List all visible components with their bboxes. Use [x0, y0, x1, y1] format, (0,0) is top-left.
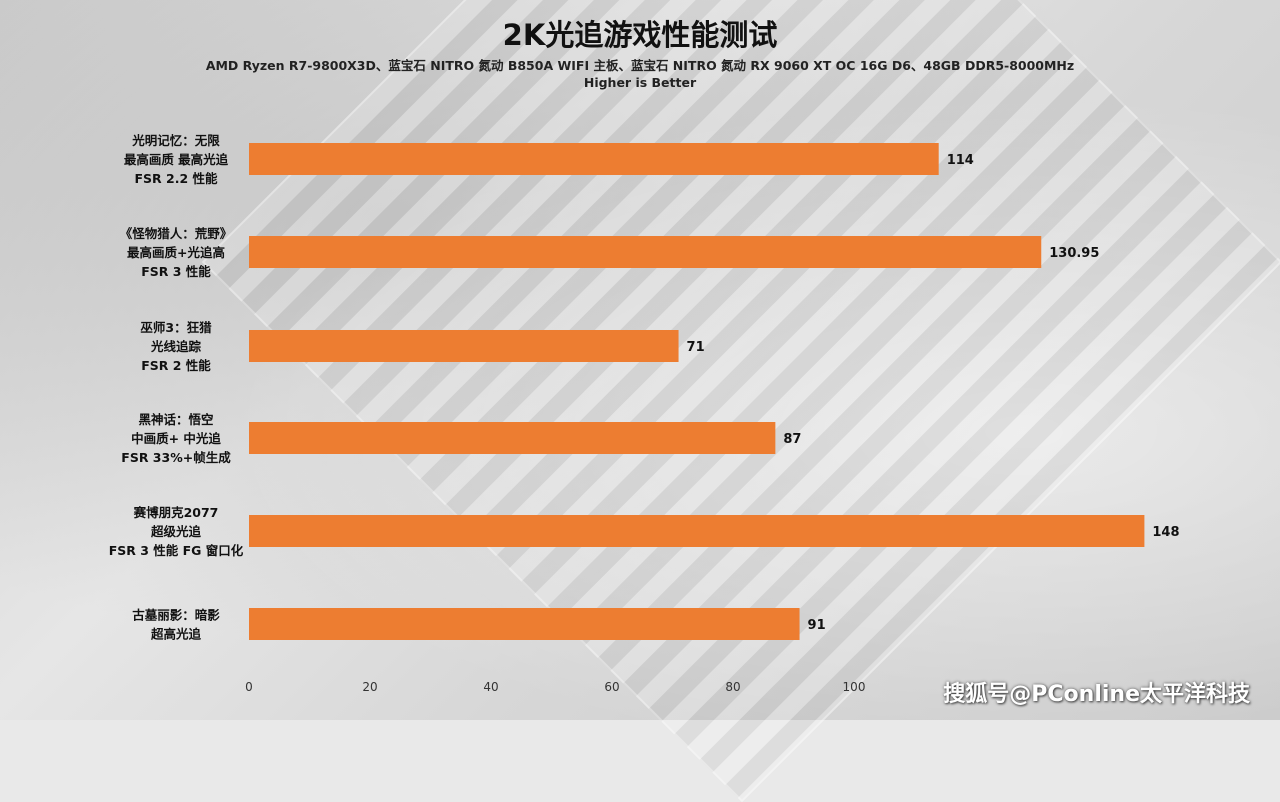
bar [249, 236, 1042, 268]
data-label: 71 [687, 340, 705, 355]
category-label: FSR 2.2 性能 [134, 171, 218, 186]
category-label: 最高画质+光追高 [127, 245, 225, 260]
bar [249, 515, 1145, 547]
category-label: FSR 33%+帧生成 [121, 450, 231, 465]
watermark: 搜狐号@PConline太平洋科技 [943, 682, 1250, 707]
category-label: 超高光追 [150, 627, 202, 642]
data-label: 91 [808, 618, 826, 633]
category-label: 最高画质 最高光追 [124, 152, 229, 167]
x-tick-label: 20 [362, 680, 377, 694]
bar [249, 608, 800, 640]
category-label: 黑神话：悟空 [138, 412, 213, 427]
bar [249, 143, 939, 175]
category-label: 中画质+ 中光追 [131, 431, 221, 446]
data-label: 148 [1152, 525, 1179, 540]
category-label: FSR 3 性能 [141, 264, 211, 279]
bar [249, 330, 679, 362]
x-tick-label: 60 [604, 680, 619, 694]
category-label: 光线追踪 [150, 339, 202, 354]
chart-note: Higher is Better [583, 75, 697, 90]
bar [249, 422, 776, 454]
data-label: 87 [783, 432, 801, 447]
category-label: 《怪物猎人：荒野》 [120, 226, 233, 241]
category-label: 古墓丽影：暗影 [132, 608, 220, 623]
category-label: FSR 3 性能 FG 窗口化 [109, 543, 244, 558]
x-tick-label: 0 [245, 680, 253, 694]
category-label: 赛博朋克2077 [133, 505, 219, 520]
data-label: 130.95 [1049, 246, 1099, 261]
category-label: FSR 2 性能 [141, 358, 211, 373]
data-label: 114 [947, 153, 974, 168]
x-tick-label: 80 [725, 680, 740, 694]
x-tick-label: 100 [843, 680, 866, 694]
category-label: 巫师3：狂猎 [140, 320, 212, 335]
category-label: 光明记忆：无限 [131, 133, 220, 148]
x-tick-label: 40 [483, 680, 498, 694]
chart-subtitle: AMD Ryzen R7-9800X3D、蓝宝石 NITRO 氮动 B850A … [205, 58, 1075, 73]
chart-title: 2K光追游戏性能测试 [502, 18, 778, 52]
category-label: 超级光追 [150, 524, 202, 539]
